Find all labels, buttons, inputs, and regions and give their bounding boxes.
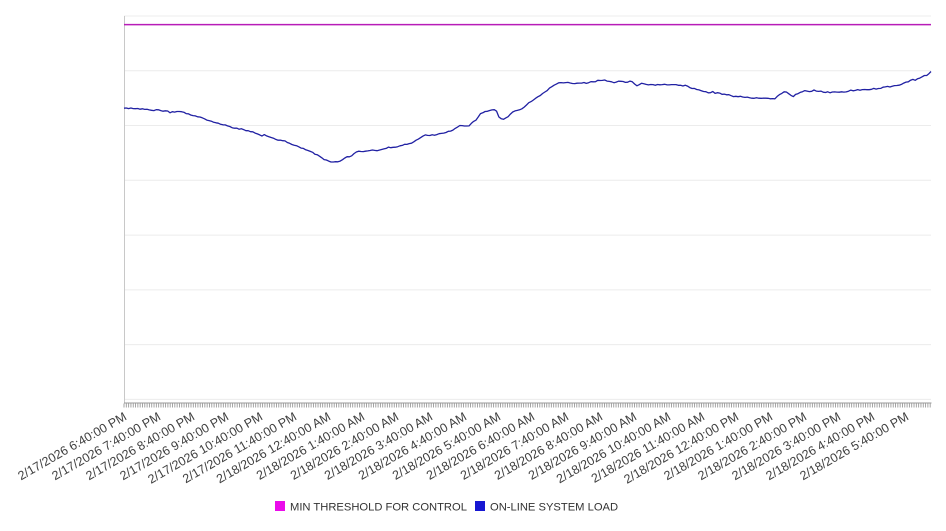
svg-text:ON-LINE SYSTEM LOAD: ON-LINE SYSTEM LOAD <box>490 502 618 514</box>
svg-text:MIN THRESHOLD FOR CONTROL: MIN THRESHOLD FOR CONTROL <box>290 502 467 514</box>
